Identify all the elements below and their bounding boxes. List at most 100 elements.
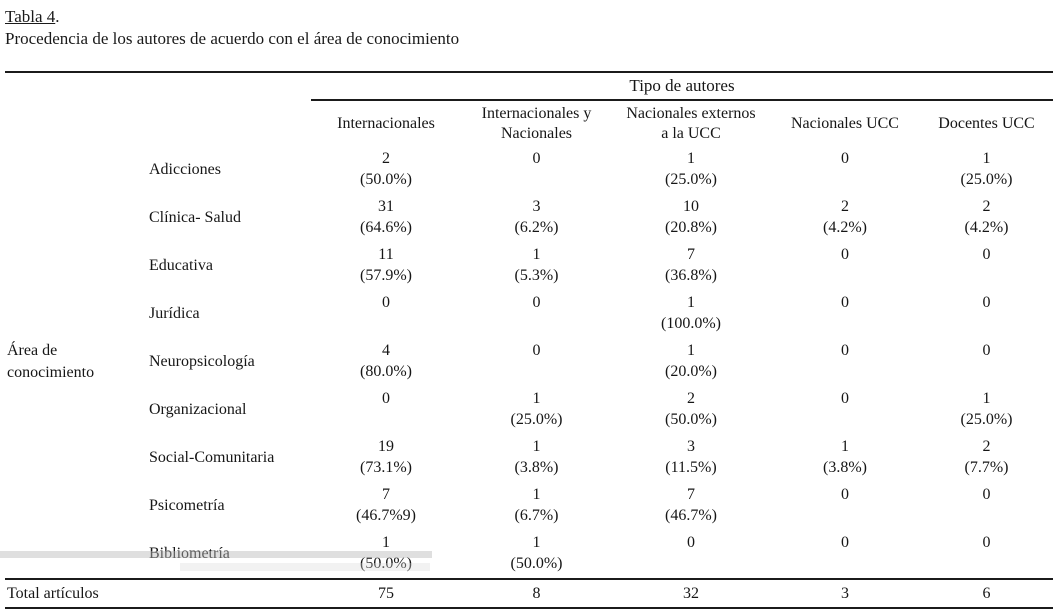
data-cell: 0 [461, 290, 612, 338]
cell-percent: (100.0%) [661, 315, 721, 332]
total-label: Total artículos [5, 578, 311, 608]
data-cell: 11 (57.9%) [311, 242, 461, 290]
cell-percent [311, 409, 461, 430]
cell-count: 0 [841, 390, 849, 407]
scan-artifact [180, 563, 430, 571]
data-cell: 0 [920, 530, 1053, 579]
cell-count: 2 [982, 198, 991, 215]
column-header-nacionales-ucc: Nacionales UCC [770, 100, 920, 146]
area-label: Clínica- Salud [149, 209, 241, 226]
cell-count: 31 [378, 198, 394, 215]
area-label: Bibliometría [149, 545, 230, 562]
data-cell: 0 [311, 386, 461, 434]
cell-count: 1 [532, 246, 541, 263]
data-cell: 31 (64.6%) [311, 194, 461, 242]
data-cell: 0 [920, 242, 1053, 290]
cell-percent [920, 505, 1053, 526]
cell-count: 2 [687, 390, 695, 407]
cell-percent: (20.8%) [665, 219, 717, 236]
cell-count: 1 [532, 486, 541, 503]
cell-count: 0 [841, 150, 849, 167]
cell-percent: (80.0%) [360, 363, 412, 380]
column-header-label: Internacionales y Nacionales [481, 104, 592, 142]
total-value: 32 [612, 578, 770, 608]
column-header-label: Docentes UCC [938, 114, 1035, 132]
data-cell: 1 (5.3%) [461, 242, 612, 290]
cell-percent: (7.7%) [964, 459, 1009, 476]
cell-count: 0 [841, 246, 849, 263]
cell-count: 1 [687, 150, 695, 167]
cell-percent: (25.0%) [960, 411, 1013, 428]
cell-count: 0 [982, 294, 991, 311]
cell-count: 0 [532, 150, 541, 167]
cell-percent: (4.2%) [964, 219, 1009, 236]
total-value: 6 [920, 578, 1053, 608]
table-row-bibliometria: Bibliometría 1 (50.0%) 1 (50.0%) 0 0 0 [5, 530, 1053, 579]
span-header-row: Tipo de autores [5, 72, 1053, 101]
cell-count: 7 [687, 486, 695, 503]
cell-count: 1 [687, 342, 695, 359]
table-number-period: . [55, 7, 60, 26]
cell-count: 0 [532, 342, 541, 359]
table-number: Tabla 4. [5, 7, 60, 26]
table-row-organizacional: Organizacional 0 1 (25.0%) 2 (50.0%) 0 1 (2… [5, 386, 1053, 434]
cell-percent [461, 361, 612, 382]
cell-percent [920, 313, 1053, 334]
data-cell: 0 [920, 290, 1053, 338]
data-cell: 0 [770, 338, 920, 386]
cell-percent [770, 409, 920, 430]
cell-percent [612, 553, 770, 574]
data-cell: 7 (46.7%) [612, 482, 770, 530]
cell-percent [770, 169, 920, 190]
data-cell: 2 (50.0%) [612, 386, 770, 434]
cell-percent: (46.7%) [665, 507, 717, 524]
cell-percent: (25.0%) [665, 171, 717, 188]
cell-percent: (50.0%) [360, 171, 412, 188]
cell-count: 7 [382, 486, 390, 503]
cell-percent [311, 313, 461, 334]
data-cell: 0 [920, 482, 1053, 530]
cell-percent [770, 505, 920, 526]
cell-count: 0 [382, 294, 390, 311]
data-cell: 10 (20.8%) [612, 194, 770, 242]
cell-percent: (50.0%) [360, 555, 412, 572]
cell-count: 0 [841, 294, 849, 311]
cell-percent: (73.1%) [360, 459, 412, 476]
cell-count: 3 [687, 438, 695, 455]
data-cell: 0 [920, 338, 1053, 386]
cell-percent [770, 361, 920, 382]
area-label: Jurídica [149, 305, 200, 322]
cell-count: 10 [683, 198, 699, 215]
data-cell: 3 (11.5%) [612, 434, 770, 482]
data-cell: 0 [770, 146, 920, 194]
area-label: Social-Comunitaria [149, 449, 275, 466]
data-cell: 1 (25.0%) [920, 146, 1053, 194]
data-cell: 2 (50.0%) [311, 146, 461, 194]
total-value: 3 [770, 578, 920, 608]
cell-count: 1 [841, 438, 849, 455]
data-cell: 19 (73.1%) [311, 434, 461, 482]
cell-percent [461, 313, 612, 334]
cell-percent: (57.9%) [360, 267, 412, 284]
data-cell: 7 (36.8%) [612, 242, 770, 290]
cell-percent: (6.7%) [514, 507, 559, 524]
table-row-educativa: Educativa 11 (57.9%) 1 (5.3%) 7 (36.8%) 0 0 [5, 242, 1053, 290]
area-label: Educativa [149, 257, 213, 274]
cell-count: 1 [982, 150, 991, 167]
area-label: Neuropsicología [149, 353, 255, 370]
data-cell: 4 (80.0%) [311, 338, 461, 386]
cell-count: 4 [382, 342, 390, 359]
data-cell: 0 [770, 386, 920, 434]
data-cell: 2 (7.7%) [920, 434, 1053, 482]
cell-count: 19 [378, 438, 394, 455]
data-cell: 1 (6.7%) [461, 482, 612, 530]
cell-percent: (4.2%) [823, 219, 867, 236]
table-row-social-comunitaria: Social-Comunitaria 19 (73.1%) 1 (3.8%) 3 (1… [5, 434, 1053, 482]
total-row: Total artículos 75 8 32 3 6 [5, 578, 1053, 608]
total-value: 75 [311, 578, 461, 608]
cell-count: 1 [687, 294, 695, 311]
column-header-row: Internacionales Internacionales y Nacion… [5, 100, 1053, 146]
column-header-label: Nacionales UCC [791, 114, 899, 132]
cell-percent: (5.3%) [514, 267, 559, 284]
cell-count: 0 [982, 486, 991, 503]
